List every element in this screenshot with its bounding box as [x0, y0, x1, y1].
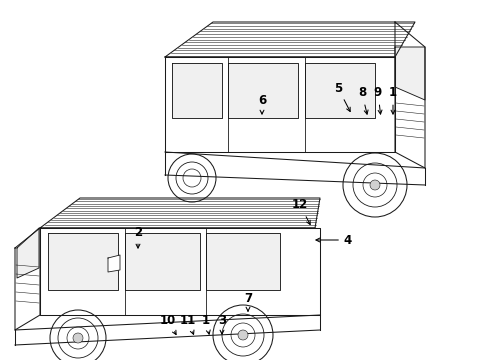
Polygon shape: [164, 57, 394, 152]
Polygon shape: [227, 63, 297, 118]
Text: 11: 11: [180, 314, 196, 334]
Polygon shape: [172, 63, 222, 118]
Polygon shape: [17, 228, 39, 278]
Polygon shape: [40, 228, 319, 315]
Polygon shape: [48, 233, 118, 290]
Polygon shape: [205, 233, 280, 290]
Text: 3: 3: [218, 314, 225, 334]
Polygon shape: [40, 198, 319, 228]
Polygon shape: [164, 22, 414, 57]
Text: 10: 10: [160, 314, 176, 334]
Text: 2: 2: [134, 225, 142, 248]
Text: 1: 1: [388, 86, 396, 114]
Circle shape: [73, 333, 83, 343]
Polygon shape: [394, 22, 424, 168]
Text: 4: 4: [315, 234, 351, 247]
Polygon shape: [125, 233, 200, 290]
Circle shape: [369, 180, 379, 190]
Text: 12: 12: [291, 198, 309, 225]
Text: 1: 1: [202, 314, 210, 334]
Text: 5: 5: [333, 81, 349, 112]
Text: 7: 7: [244, 292, 251, 311]
Polygon shape: [394, 47, 424, 100]
Polygon shape: [108, 255, 120, 272]
Text: 9: 9: [373, 86, 381, 114]
Polygon shape: [15, 228, 40, 330]
Text: 8: 8: [357, 86, 367, 114]
Text: 6: 6: [257, 94, 265, 114]
Circle shape: [238, 330, 247, 340]
Polygon shape: [305, 63, 374, 118]
